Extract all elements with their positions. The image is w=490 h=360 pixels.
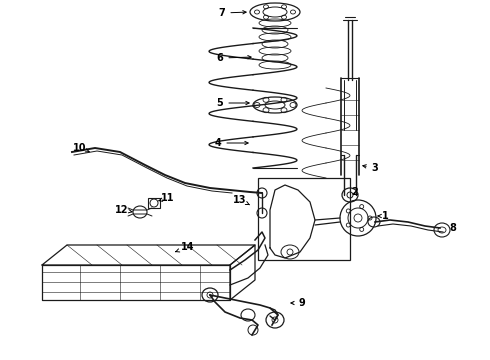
Text: 4: 4 — [215, 138, 248, 148]
Text: 8: 8 — [449, 223, 457, 233]
Text: 5: 5 — [217, 98, 249, 108]
Text: 7: 7 — [219, 8, 246, 18]
Text: 10: 10 — [73, 143, 90, 153]
Text: 3: 3 — [363, 163, 378, 173]
Text: 9: 9 — [291, 298, 305, 308]
Text: 12: 12 — [115, 205, 132, 215]
Text: 13: 13 — [233, 195, 249, 205]
Text: 11: 11 — [158, 193, 175, 203]
Bar — [148, 198, 160, 208]
Text: 2: 2 — [352, 187, 358, 197]
Text: 14: 14 — [176, 242, 195, 252]
Bar — [258, 178, 350, 260]
Text: 6: 6 — [217, 53, 251, 63]
Text: 1: 1 — [378, 211, 389, 221]
